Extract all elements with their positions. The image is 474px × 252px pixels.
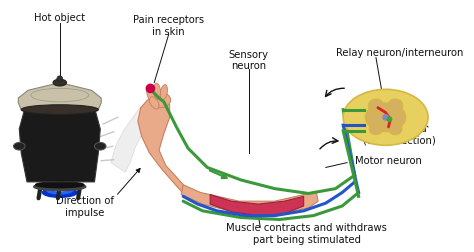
Ellipse shape xyxy=(369,123,383,135)
Text: Sensory
neuron: Sensory neuron xyxy=(229,49,269,71)
Ellipse shape xyxy=(36,182,84,188)
Ellipse shape xyxy=(46,185,73,194)
Text: Relay neuron/interneuron: Relay neuron/interneuron xyxy=(337,48,464,57)
Text: Motor neuron: Motor neuron xyxy=(355,155,421,165)
Polygon shape xyxy=(181,185,318,214)
Polygon shape xyxy=(18,83,101,110)
Ellipse shape xyxy=(160,85,167,101)
Ellipse shape xyxy=(53,80,66,87)
Ellipse shape xyxy=(368,100,383,113)
Ellipse shape xyxy=(146,87,156,104)
Ellipse shape xyxy=(31,89,89,103)
Text: Pain receptors
in skin: Pain receptors in skin xyxy=(133,15,204,37)
Text: Direction of
impulse: Direction of impulse xyxy=(56,195,114,217)
Ellipse shape xyxy=(149,93,171,108)
Ellipse shape xyxy=(388,100,403,113)
Ellipse shape xyxy=(51,184,68,191)
Text: Muscle contracts and withdraws
part being stimulated: Muscle contracts and withdraws part bein… xyxy=(226,222,387,244)
Text: Hot object: Hot object xyxy=(34,13,85,23)
Text: Spinal cord
(cross section): Spinal cord (cross section) xyxy=(363,123,436,145)
Ellipse shape xyxy=(149,97,159,110)
Ellipse shape xyxy=(94,143,106,150)
Ellipse shape xyxy=(154,84,161,100)
Ellipse shape xyxy=(343,90,428,146)
Ellipse shape xyxy=(34,183,86,191)
Circle shape xyxy=(146,84,155,94)
Polygon shape xyxy=(138,98,186,197)
Ellipse shape xyxy=(21,105,98,115)
Ellipse shape xyxy=(13,143,25,150)
Circle shape xyxy=(387,117,392,123)
Circle shape xyxy=(382,114,389,121)
Ellipse shape xyxy=(389,123,402,135)
Polygon shape xyxy=(111,104,152,173)
Ellipse shape xyxy=(42,188,77,198)
Circle shape xyxy=(57,77,63,82)
Polygon shape xyxy=(210,195,304,216)
Polygon shape xyxy=(19,108,100,182)
Ellipse shape xyxy=(365,103,406,132)
